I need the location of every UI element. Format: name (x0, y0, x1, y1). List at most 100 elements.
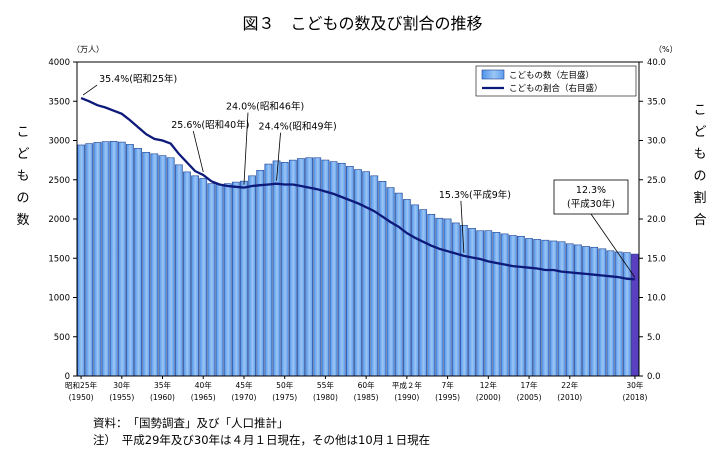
x-tick-label: 35年 (154, 380, 172, 390)
bar-1952 (93, 142, 102, 377)
bar-2007 (541, 239, 550, 377)
x-tick-label: 22年 (561, 380, 579, 390)
bar-1999 (476, 230, 485, 377)
bar-1968 (223, 183, 232, 377)
annotation-leader (192, 130, 204, 173)
bar-2014 (598, 248, 607, 377)
left-tick-label: 3000 (48, 137, 70, 147)
annotation-label: 24.4%(昭和49年) (259, 121, 337, 133)
bar-1976 (288, 159, 297, 377)
right-tick-label: 15.0 (647, 254, 666, 264)
bar-2016 (614, 251, 623, 377)
bar-1993 (427, 213, 436, 377)
left-axis-title-char: の (16, 191, 30, 206)
left-tick-label: 4000 (48, 58, 70, 68)
left-tick-label: 2500 (48, 176, 70, 186)
bar-1953 (101, 141, 110, 377)
bar-1971 (248, 175, 256, 377)
bar-2013 (590, 246, 599, 377)
bar-1984 (354, 169, 362, 377)
right-axis-title-char: 合 (693, 213, 707, 228)
left-tick-label: 1000 (48, 294, 70, 304)
bar-1991 (411, 204, 419, 377)
left-axis-title-char: も (16, 169, 30, 184)
bar-1975 (280, 162, 289, 377)
bar-1958 (142, 151, 151, 377)
right-tick-label: 25.0 (647, 176, 666, 186)
annotation-leader (276, 132, 281, 181)
bar-2000 (484, 230, 493, 377)
x-tick-sublabel: (1980) (313, 393, 338, 402)
bar-1977 (297, 158, 305, 377)
bar-1973 (264, 163, 273, 377)
bar-1989 (394, 192, 403, 377)
right-axis-title-char: 割 (693, 191, 707, 206)
bar-1962 (174, 164, 183, 377)
right-axis-title: こどもの割合 (691, 100, 709, 232)
bar-1972 (256, 170, 265, 377)
legend-bar-label: こどもの数（左目盛） (509, 70, 594, 81)
x-tick-sublabel: (1960) (150, 393, 175, 402)
bar-1987 (378, 181, 387, 377)
x-tick-label: 55年 (317, 380, 335, 390)
bar-1960 (158, 155, 167, 377)
x-tick-label: 60年 (358, 380, 376, 390)
right-axis-title-char: こ (693, 103, 707, 118)
x-tick-sublabel: (1965) (191, 393, 216, 402)
bar-2002 (500, 233, 509, 377)
bar-1961 (166, 157, 175, 377)
x-tick-sublabel: (1975) (272, 393, 297, 402)
x-tick-label: 平成２年 (392, 380, 422, 390)
left-tick-label: 0 (65, 372, 70, 382)
bar-1970 (240, 180, 248, 377)
right-tick-label: 40.0 (647, 58, 666, 68)
right-tick-label: 10.0 (647, 294, 666, 304)
bar-2004 (517, 235, 525, 377)
legend-bar-swatch (481, 69, 505, 80)
bar-1951 (85, 143, 94, 377)
right-axis-unit: （%） (654, 45, 678, 54)
annotation-label: 25.6%(昭和40年) (171, 119, 249, 131)
left-axis-title-char: ど (16, 147, 30, 162)
bar-1995 (443, 218, 452, 377)
bar-1957 (134, 148, 142, 377)
x-tick-sublabel: (1990) (394, 393, 419, 402)
bar-1985 (362, 171, 371, 377)
left-axis-title-char: こ (16, 125, 30, 140)
x-tick-label: 30年 (113, 380, 131, 390)
annotation-leader (82, 84, 98, 96)
bar-1994 (435, 217, 444, 377)
annotation-label: 12.3% (576, 185, 606, 196)
bar-2018 (631, 253, 639, 377)
left-tick-label: 2000 (48, 215, 70, 225)
bar-1959 (150, 153, 159, 377)
bar-2001 (492, 232, 501, 377)
x-tick-label: 7年 (441, 380, 454, 390)
bar-1969 (231, 181, 240, 377)
bar-1990 (402, 199, 411, 377)
bar-1966 (207, 183, 216, 377)
annotation-callout-box (553, 179, 629, 215)
x-tick-label: 昭和25年 (65, 380, 98, 390)
x-tick-label: 17年 (521, 380, 539, 390)
bar-1965 (199, 178, 208, 377)
bar-2017 (622, 252, 631, 377)
x-tick-label: 45年 (235, 380, 253, 390)
x-tick-sublabel: (1985) (354, 393, 379, 402)
bar-2015 (606, 250, 615, 377)
bar-1950 (77, 144, 85, 377)
right-axis-title-char: ど (693, 125, 707, 140)
x-tick-sublabel: (1995) (435, 393, 460, 402)
bar-1978 (305, 157, 314, 377)
bar-2005 (525, 238, 533, 377)
right-tick-label: 35.0 (647, 97, 666, 107)
bar-1963 (183, 171, 191, 377)
right-axis-title-char: も (693, 147, 707, 162)
footer-note: 注） 平成29年及び30年は４月１日現在，その他は10月１日現在 (93, 433, 431, 447)
bar-2009 (557, 241, 566, 377)
bar-2008 (549, 240, 558, 377)
bar-2006 (533, 239, 542, 377)
annotation-leader (243, 112, 249, 185)
bar-1998 (468, 228, 476, 377)
bar-1955 (117, 141, 126, 377)
